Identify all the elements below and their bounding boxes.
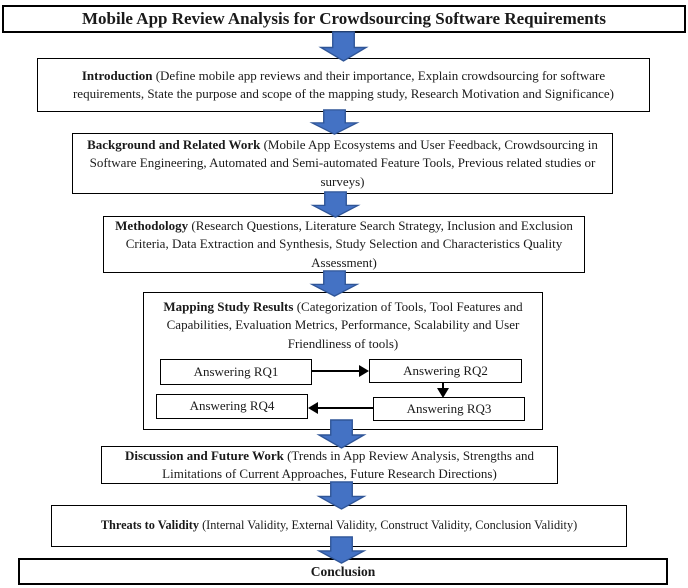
connector-rq1-to-rq2-line [312, 370, 360, 372]
background-text: Background and Related Work (Mobile App … [73, 136, 612, 191]
answering-rq4-label: Answering RQ4 [189, 398, 275, 414]
connector-rq2-to-rq3-line [442, 382, 444, 390]
flow-arrow-introduction-to-background-icon [309, 109, 360, 135]
threats-text: Threats to Validity (Internal Validity, … [99, 517, 579, 534]
connector-rq3-to-rq4-arrowhead-icon [308, 402, 318, 414]
discussion-box: Discussion and Future Work (Trends in Ap… [101, 446, 558, 484]
introduction-box: Introduction (Define mobile app reviews … [37, 58, 650, 112]
flow-arrow-threats-to-conclusion-icon [316, 536, 367, 564]
background-box: Background and Related Work (Mobile App … [72, 133, 613, 194]
answering-rq4-box: Answering RQ4 [156, 394, 308, 419]
background-heading: Background and Related Work [87, 136, 261, 152]
mapping-heading: Mapping Study Results [163, 299, 294, 314]
background-detail: (Mobile App Ecosystems and User Feedback… [89, 136, 598, 189]
flow-arrow-background-to-methodology-icon [310, 191, 361, 218]
connector-rq3-to-rq4-line [317, 407, 373, 409]
introduction-text: Introduction (Define mobile app reviews … [38, 67, 649, 104]
introduction-heading: Introduction [81, 67, 153, 83]
discussion-detail: (Trends in App Review Analysis, Strength… [162, 447, 534, 481]
discussion-text: Discussion and Future Work (Trends in Ap… [102, 447, 557, 484]
introduction-detail: (Define mobile app reviews and their imp… [72, 67, 615, 101]
threats-heading: Threats to Validity [100, 518, 199, 533]
answering-rq1-box: Answering RQ1 [160, 359, 312, 385]
methodology-heading: Methodology [115, 217, 189, 233]
diagram-title: Mobile App Review Analysis for Crowdsour… [81, 8, 607, 28]
mapping-detail: (Categorization of Tools, Tool Features … [166, 299, 523, 351]
mapping-text: Mapping Study Results (Categorization of… [144, 298, 542, 353]
flow-arrow-title-to-introduction-icon [318, 31, 369, 62]
threats-detail: (Internal Validity, External Validity, C… [202, 518, 578, 533]
discussion-heading: Discussion and Future Work [125, 447, 284, 463]
connector-rq1-to-rq2-arrowhead-icon [359, 365, 369, 377]
methodology-text: Methodology (Research Questions, Literat… [104, 217, 584, 272]
answering-rq2-label: Answering RQ2 [403, 362, 488, 378]
flow-arrow-methodology-to-mapping-icon [309, 270, 360, 297]
title-box: Mobile App Review Analysis for Crowdsour… [2, 5, 686, 33]
answering-rq1-label: Answering RQ1 [193, 363, 279, 379]
methodology-detail: (Research Questions, Literature Search S… [125, 217, 573, 270]
flow-arrow-discussion-to-threats-icon [316, 481, 367, 510]
methodology-box: Methodology (Research Questions, Literat… [103, 216, 585, 273]
answering-rq3-box: Answering RQ3 [373, 397, 525, 421]
connector-rq2-to-rq3-arrowhead-icon [437, 388, 449, 398]
flow-arrow-mapping-to-discussion-icon [316, 419, 367, 449]
answering-rq3-label: Answering RQ3 [406, 400, 492, 416]
conclusion-label: Conclusion [310, 563, 376, 579]
answering-rq2-box: Answering RQ2 [369, 359, 522, 383]
